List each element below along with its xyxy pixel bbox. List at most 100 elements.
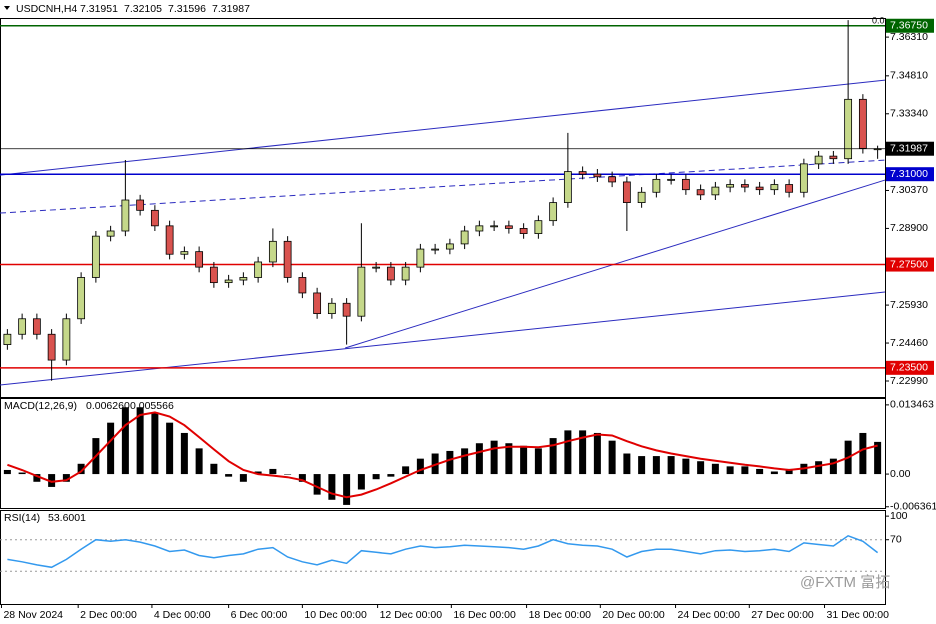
symbol: USDCNH,H4	[16, 3, 77, 15]
macd-bar	[210, 463, 218, 475]
candle-body	[32, 318, 41, 335]
macd-bar	[151, 412, 159, 475]
candle-body	[372, 266, 381, 269]
macd-bar	[785, 468, 793, 475]
y-tick-label: 7.33340	[890, 108, 928, 120]
macd-bar	[48, 474, 56, 487]
macd-bar	[166, 422, 174, 475]
macd-bar	[136, 407, 144, 475]
macd-bar	[859, 432, 867, 475]
y-tick-label: 0.00	[890, 468, 911, 480]
candle-body	[195, 251, 204, 268]
macd-bar	[505, 443, 513, 475]
candle-body	[829, 155, 838, 160]
candle-body	[357, 266, 366, 317]
candle-body	[445, 243, 454, 250]
candle-body	[460, 230, 469, 245]
x-tick-label: 6 Dec 00:00	[231, 609, 288, 621]
y-tick-label: 7.28900	[890, 222, 928, 234]
candle-body	[342, 302, 351, 317]
y-tick-label: 0.013463	[890, 399, 934, 411]
rsi-pane	[0, 510, 886, 605]
candle-body	[136, 199, 145, 211]
candle-body	[47, 333, 56, 361]
candle-body	[549, 202, 558, 222]
level-label: 7.27500	[890, 258, 928, 270]
candle-body	[490, 225, 499, 228]
candle-body	[313, 292, 322, 315]
indicator-readout: 0.006260	[86, 400, 130, 412]
candle-body	[622, 181, 631, 203]
macd-bar	[387, 474, 395, 477]
macd-bar	[107, 422, 115, 475]
rsi-line	[7, 534, 879, 569]
candle-body	[77, 277, 86, 320]
candle-body	[740, 184, 749, 188]
candle-body	[578, 171, 587, 175]
current-price-label: 7.31987	[890, 142, 928, 154]
candle-body	[844, 98, 853, 160]
candle-body	[504, 225, 513, 229]
level-label: 7.31000	[890, 168, 928, 180]
macd-bar	[520, 445, 528, 475]
candle-body	[799, 163, 808, 193]
macd-bar	[180, 432, 188, 475]
macd-bar	[343, 474, 351, 505]
menu-arrow[interactable]	[4, 6, 10, 10]
x-tick-label: 27 Dec 00:00	[751, 609, 814, 621]
candle-body	[386, 266, 395, 281]
candle-body	[711, 186, 720, 196]
candle-body	[534, 220, 543, 234]
x-tick-label: 20 Dec 00:00	[602, 609, 665, 621]
x-tick-label: 12 Dec 00:00	[380, 609, 443, 621]
candle-body	[209, 266, 218, 284]
indicator-title: MACD(12,26,9)	[4, 400, 77, 412]
macd-bar	[564, 430, 572, 475]
indicator-readout: 0.005566	[130, 400, 174, 412]
x-tick-label: 18 Dec 00:00	[529, 609, 592, 621]
candle-body	[652, 178, 661, 193]
y-tick-label: 7.30370	[890, 184, 928, 196]
watermark: @FXTM 富拓	[800, 573, 890, 591]
macd-bar	[446, 450, 454, 475]
candle-body	[416, 248, 425, 268]
candle-body	[608, 176, 617, 183]
y-tick-label: 7.25930	[890, 299, 928, 311]
macd-bar	[195, 448, 203, 475]
macd-bar	[357, 474, 365, 490]
macd-bar	[372, 474, 380, 480]
macd-bar	[328, 474, 336, 500]
candle-body	[18, 318, 27, 335]
y-tick-label: 100	[890, 510, 908, 522]
signal-line	[7, 411, 878, 499]
x-tick-label: 31 Dec 00:00	[827, 609, 890, 621]
candle-body	[150, 209, 159, 227]
macd-bar	[667, 456, 675, 475]
candle-body	[298, 277, 307, 294]
macd-bar	[682, 458, 690, 475]
candle-body	[519, 228, 528, 234]
macd-bar	[815, 461, 823, 475]
candle-body	[785, 184, 794, 193]
macd-bar	[62, 474, 70, 482]
candle-body	[254, 261, 263, 278]
macd-bar	[579, 430, 587, 475]
ohlc-readout: 7.32105	[124, 3, 162, 15]
trend-line	[0, 159, 886, 214]
macd-bar	[534, 448, 542, 475]
y-tick-label: 7.24460	[890, 337, 928, 349]
candle-body	[593, 173, 602, 178]
macd-bar	[608, 440, 616, 475]
macd-bar	[711, 463, 719, 475]
macd-bar	[33, 474, 41, 482]
y-tick-label: 7.34810	[890, 70, 928, 82]
macd-bar	[697, 461, 705, 475]
candle-body	[224, 279, 233, 284]
macd-bar	[284, 474, 292, 475]
macd-bar	[239, 474, 247, 482]
ohlc-readout: 7.31951	[80, 3, 118, 15]
trend-line	[0, 79, 886, 176]
